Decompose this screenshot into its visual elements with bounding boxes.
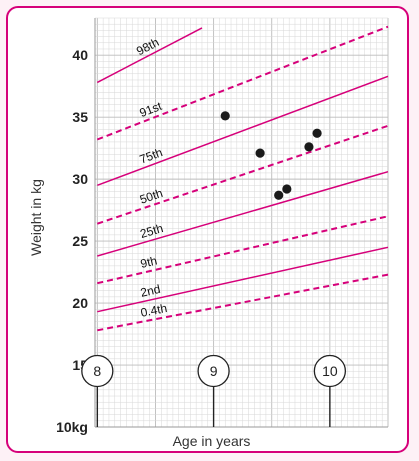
x-tick-label: 10 [322, 363, 338, 379]
y-tick-label: 10kg [56, 419, 88, 435]
x-tick-labels: 8 9 10 [81, 354, 347, 427]
y-tick-label: 40 [72, 47, 88, 63]
y-tick-label: 35 [72, 109, 88, 125]
x-tick-circle [313, 354, 347, 388]
x-tick-circle [81, 354, 114, 388]
x-tick-circle [197, 354, 230, 388]
centile-label: 75th [138, 145, 165, 166]
data-point [282, 184, 292, 194]
centile-curve-75th [97, 75, 389, 187]
y-tick-label: 20 [72, 295, 88, 311]
centile-curves [96, 25, 389, 332]
centile-curve-91st [96, 25, 389, 141]
centile-label: 25th [138, 221, 164, 241]
y-tick-label: 25 [72, 233, 88, 249]
data-point [274, 190, 284, 200]
centile-curve-98th [96, 27, 203, 84]
centile-curve-2nd [97, 246, 389, 313]
centile-label: 0.4th [139, 301, 168, 320]
x-tick-label: 9 [210, 363, 218, 379]
x-tick-label: 8 [93, 363, 101, 379]
centile-label: 2nd [139, 282, 162, 300]
data-point [312, 128, 322, 138]
centile-label: 9th [139, 254, 158, 271]
data-point [304, 142, 314, 152]
centile-label: 50th [138, 186, 165, 207]
y-axis-label: Weight in kg [28, 179, 44, 256]
centile-curve-25th [97, 170, 389, 257]
x-axis-label: Age in years [173, 433, 251, 449]
data-point [255, 148, 265, 158]
data-point [220, 111, 230, 121]
centile-curve-50th [96, 124, 389, 225]
data-points [220, 111, 322, 200]
y-tick-label: 30 [72, 171, 88, 187]
